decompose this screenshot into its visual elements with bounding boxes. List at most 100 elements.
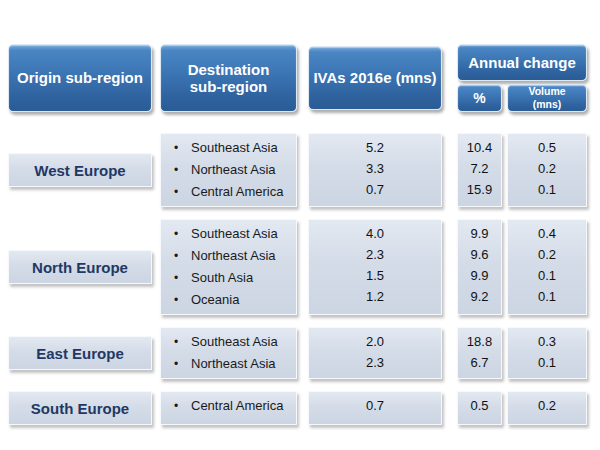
value: 9.9 <box>458 265 501 286</box>
value: 15.9 <box>458 179 501 200</box>
value: 0.1 <box>508 286 586 307</box>
percent-cell: 18.86.7 <box>457 327 502 379</box>
value: 0.3 <box>508 331 586 352</box>
table-row: East Europe •Southeast Asia•Northeast As… <box>8 327 600 379</box>
origin-region-wrap: North Europe <box>8 219 152 315</box>
destination-subregion-header: Destination sub-region <box>160 44 297 112</box>
destination-label: Central America <box>191 181 283 202</box>
table-row: North Europe •Southeast Asia•Northeast A… <box>8 219 600 315</box>
table-row: West Europe •Southeast Asia•Northeast As… <box>8 133 600 207</box>
value: 9.6 <box>458 244 501 265</box>
bullet-icon: • <box>174 160 191 181</box>
value: 0.5 <box>508 137 586 158</box>
percent-header: % <box>457 84 502 112</box>
origin-region-label: South Europe <box>31 400 129 417</box>
origin-region-label: North Europe <box>32 259 128 276</box>
destination-item: •Southeast Asia <box>161 223 296 245</box>
destination-item: •Northeast Asia <box>161 245 296 267</box>
bullet-icon: • <box>174 290 191 311</box>
volume-cell: 0.2 <box>507 391 587 425</box>
origin-region-box: South Europe <box>8 391 152 425</box>
origin-region-box: West Europe <box>8 153 152 187</box>
destination-label: Northeast Asia <box>191 353 276 374</box>
value: 9.9 <box>458 223 501 244</box>
ivas-2016e-header: IVAs 2016e (mns) <box>308 46 442 110</box>
value: 0.7 <box>309 179 441 200</box>
percent-cell: 10.47.215.9 <box>457 133 502 207</box>
origin-region-wrap: South Europe <box>8 391 152 425</box>
origin-region-wrap: East Europe <box>8 327 152 379</box>
value: 6.7 <box>458 352 501 373</box>
destination-list: •Southeast Asia•Northeast Asia•South Asi… <box>161 223 296 311</box>
volume-header-label: Volume (mns) <box>522 85 572 110</box>
destination-list: •Southeast Asia•Northeast Asia•Central A… <box>161 137 296 203</box>
bullet-icon: • <box>174 332 191 353</box>
volume-cell: 0.50.20.1 <box>507 133 587 207</box>
ivas-cell: 0.7 <box>308 391 442 425</box>
value: 1.5 <box>309 265 441 286</box>
origin-region-label: East Europe <box>36 345 124 362</box>
value: 0.1 <box>508 179 586 200</box>
volume-cell: 0.30.1 <box>507 327 587 379</box>
value: 3.3 <box>309 158 441 179</box>
bullet-icon: • <box>174 246 191 267</box>
table-header: Origin sub-region Destination sub-region… <box>8 44 600 112</box>
value: 0.5 <box>458 395 501 416</box>
value: 1.2 <box>309 286 441 307</box>
volume-header: Volume (mns) <box>507 84 587 112</box>
value: 0.4 <box>508 223 586 244</box>
value: 0.2 <box>508 158 586 179</box>
bullet-icon: • <box>174 182 191 203</box>
destination-item: •South Asia <box>161 267 296 289</box>
destination-label: Southeast Asia <box>191 331 278 352</box>
value: 9.2 <box>458 286 501 307</box>
destination-item: •Central America <box>161 395 296 417</box>
destination-item: •Oceania <box>161 289 296 311</box>
origin-region-box: North Europe <box>8 250 152 284</box>
destination-label: Southeast Asia <box>191 137 278 158</box>
destination-item: •Northeast Asia <box>161 353 296 375</box>
origin-region-box: East Europe <box>8 336 152 370</box>
destination-label: Northeast Asia <box>191 245 276 266</box>
percent-cell: 0.5 <box>457 391 502 425</box>
value: 2.3 <box>309 244 441 265</box>
value: 0.2 <box>508 244 586 265</box>
value: 0.1 <box>508 265 586 286</box>
destination-item: •Southeast Asia <box>161 137 296 159</box>
destination-cell: •Southeast Asia•Northeast Asia•South Asi… <box>160 219 297 315</box>
ivas-cell: 2.02.3 <box>308 327 442 379</box>
origin-region-label: West Europe <box>34 162 125 179</box>
destination-item: •Northeast Asia <box>161 159 296 181</box>
destination-label: Oceania <box>191 289 239 310</box>
value: 2.3 <box>309 352 441 373</box>
destination-list: •Southeast Asia•Northeast Asia <box>161 331 296 375</box>
destination-label: Central America <box>191 395 283 416</box>
destination-cell: •Southeast Asia•Northeast Asia•Central A… <box>160 133 297 207</box>
destination-label: South Asia <box>191 267 253 288</box>
percent-cell: 9.99.69.99.2 <box>457 219 502 315</box>
bullet-icon: • <box>174 354 191 375</box>
table-body: West Europe •Southeast Asia•Northeast As… <box>8 133 600 425</box>
value: 2.0 <box>309 331 441 352</box>
bullet-icon: • <box>174 224 191 245</box>
destination-label: Northeast Asia <box>191 159 276 180</box>
destination-list: •Central America <box>161 395 296 417</box>
origin-region-wrap: West Europe <box>8 133 152 207</box>
ivas-cell: 5.23.30.7 <box>308 133 442 207</box>
volume-cell: 0.40.20.10.1 <box>507 219 587 315</box>
bullet-icon: • <box>174 268 191 289</box>
destination-cell: •Southeast Asia•Northeast Asia <box>160 327 297 379</box>
bullet-icon: • <box>174 138 191 159</box>
value: 4.0 <box>309 223 441 244</box>
value: 0.2 <box>508 395 586 416</box>
destination-label: Southeast Asia <box>191 223 278 244</box>
ivas-cell: 4.02.31.51.2 <box>308 219 442 315</box>
value: 5.2 <box>309 137 441 158</box>
table-row: South Europe •Central America 0.7 0.5 0.… <box>8 391 600 425</box>
value: 10.4 <box>458 137 501 158</box>
destination-item: •Southeast Asia <box>161 331 296 353</box>
destination-item: •Central America <box>161 181 296 203</box>
value: 18.8 <box>458 331 501 352</box>
value: 0.1 <box>508 352 586 373</box>
ivas-table-slide: Origin sub-region Destination sub-region… <box>0 0 600 450</box>
